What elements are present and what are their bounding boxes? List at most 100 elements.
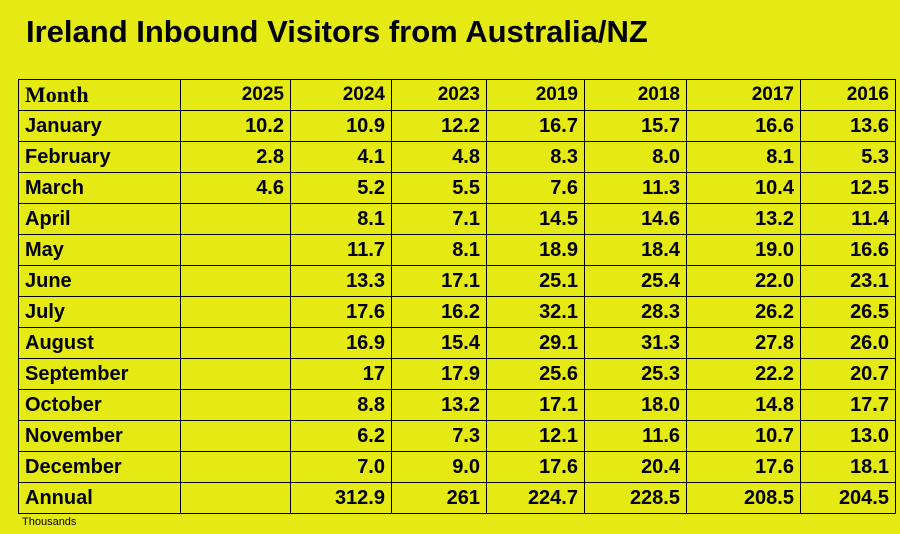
table-row: April 8.1 7.1 14.5 14.6 13.2 11.4 — [18, 203, 896, 235]
value-cell: 22.0 — [686, 265, 801, 297]
unit-footnote: Thousands — [22, 516, 77, 528]
value-cell: 17.7 — [800, 389, 896, 421]
value-cell — [180, 265, 291, 297]
value-cell: 12.2 — [391, 110, 487, 142]
value-cell: 6.2 — [290, 420, 392, 452]
row-label-cell: October — [18, 389, 181, 421]
value-cell: 8.1 — [686, 141, 801, 173]
value-cell: 17.6 — [686, 451, 801, 483]
value-cell — [180, 296, 291, 328]
table-row: September 17 17.9 25.6 25.3 22.2 20.7 — [18, 358, 896, 390]
value-cell: 16.9 — [290, 327, 392, 359]
value-cell: 10.4 — [686, 172, 801, 204]
value-cell: 10.7 — [686, 420, 801, 452]
value-cell: 16.6 — [686, 110, 801, 142]
value-cell: 32.1 — [486, 296, 585, 328]
value-cell: 224.7 — [486, 482, 585, 514]
value-cell: 17.9 — [391, 358, 487, 390]
column-header-year: 2018 — [584, 79, 687, 111]
column-header-year: 2017 — [686, 79, 801, 111]
value-cell: 7.0 — [290, 451, 392, 483]
value-cell: 26.5 — [800, 296, 896, 328]
value-cell: 18.4 — [584, 234, 687, 266]
page-title: Ireland Inbound Visitors from Australia/… — [26, 14, 648, 49]
value-cell: 10.2 — [180, 110, 291, 142]
value-cell: 4.8 — [391, 141, 487, 173]
value-cell: 14.8 — [686, 389, 801, 421]
column-header-year: 2019 — [486, 79, 585, 111]
row-label-cell: September — [18, 358, 181, 390]
row-label-cell: Annual — [18, 482, 181, 514]
value-cell — [180, 420, 291, 452]
value-cell: 11.4 — [800, 203, 896, 235]
value-cell — [180, 389, 291, 421]
table-body: January 10.2 10.9 12.2 16.7 15.7 16.6 13.6 Febru… — [18, 110, 896, 514]
value-cell: 13.3 — [290, 265, 392, 297]
table-row: October 8.8 13.2 17.1 18.0 14.8 17.7 — [18, 389, 896, 421]
value-cell: 13.2 — [686, 203, 801, 235]
value-cell: 25.6 — [486, 358, 585, 390]
table-header-row: Month 2025 2024 2023 2019 2018 2017 2016 — [18, 79, 896, 111]
value-cell: 5.3 — [800, 141, 896, 173]
row-label-cell: July — [18, 296, 181, 328]
value-cell: 9.0 — [391, 451, 487, 483]
row-label-cell: April — [18, 203, 181, 235]
value-cell: 23.1 — [800, 265, 896, 297]
value-cell — [180, 203, 291, 235]
value-cell: 7.3 — [391, 420, 487, 452]
value-cell: 12.1 — [486, 420, 585, 452]
value-cell: 22.2 — [686, 358, 801, 390]
value-cell: 13.6 — [800, 110, 896, 142]
table-row: August 16.9 15.4 29.1 31.3 27.8 26.0 — [18, 327, 896, 359]
column-header-year: 2016 — [800, 79, 896, 111]
value-cell: 18.0 — [584, 389, 687, 421]
value-cell: 14.6 — [584, 203, 687, 235]
value-cell: 4.1 — [290, 141, 392, 173]
table-row: July 17.6 16.2 32.1 28.3 26.2 26.5 — [18, 296, 896, 328]
value-cell: 13.0 — [800, 420, 896, 452]
value-cell: 26.0 — [800, 327, 896, 359]
value-cell: 31.3 — [584, 327, 687, 359]
value-cell: 26.2 — [686, 296, 801, 328]
value-cell: 10.9 — [290, 110, 392, 142]
value-cell — [180, 451, 291, 483]
value-cell: 16.7 — [486, 110, 585, 142]
value-cell: 25.4 — [584, 265, 687, 297]
row-label-cell: November — [18, 420, 181, 452]
row-label-cell: December — [18, 451, 181, 483]
value-cell: 15.4 — [391, 327, 487, 359]
value-cell: 12.5 — [800, 172, 896, 204]
table-row: February 2.8 4.1 4.8 8.3 8.0 8.1 5.3 — [18, 141, 896, 173]
value-cell: 5.5 — [391, 172, 487, 204]
value-cell — [180, 234, 291, 266]
value-cell: 18.1 — [800, 451, 896, 483]
value-cell: 25.1 — [486, 265, 585, 297]
row-label-cell: February — [18, 141, 181, 173]
value-cell — [180, 358, 291, 390]
value-cell: 27.8 — [686, 327, 801, 359]
value-cell: 204.5 — [800, 482, 896, 514]
value-cell: 15.7 — [584, 110, 687, 142]
value-cell: 16.2 — [391, 296, 487, 328]
value-cell: 8.1 — [391, 234, 487, 266]
row-label-cell: June — [18, 265, 181, 297]
value-cell — [180, 327, 291, 359]
value-cell: 228.5 — [584, 482, 687, 514]
value-cell: 8.8 — [290, 389, 392, 421]
value-cell: 14.5 — [486, 203, 585, 235]
value-cell: 208.5 — [686, 482, 801, 514]
table-row: January 10.2 10.9 12.2 16.7 15.7 16.6 13.6 — [18, 110, 896, 142]
value-cell: 11.6 — [584, 420, 687, 452]
value-cell: 11.7 — [290, 234, 392, 266]
value-cell: 17.6 — [486, 451, 585, 483]
table-row: December 7.0 9.0 17.6 20.4 17.6 18.1 — [18, 451, 896, 483]
value-cell: 2.8 — [180, 141, 291, 173]
value-cell: 11.3 — [584, 172, 687, 204]
value-cell: 17.1 — [391, 265, 487, 297]
value-cell: 17.6 — [290, 296, 392, 328]
value-cell: 17.1 — [486, 389, 585, 421]
row-label-cell: August — [18, 327, 181, 359]
value-cell: 261 — [391, 482, 487, 514]
value-cell: 7.6 — [486, 172, 585, 204]
value-cell: 18.9 — [486, 234, 585, 266]
